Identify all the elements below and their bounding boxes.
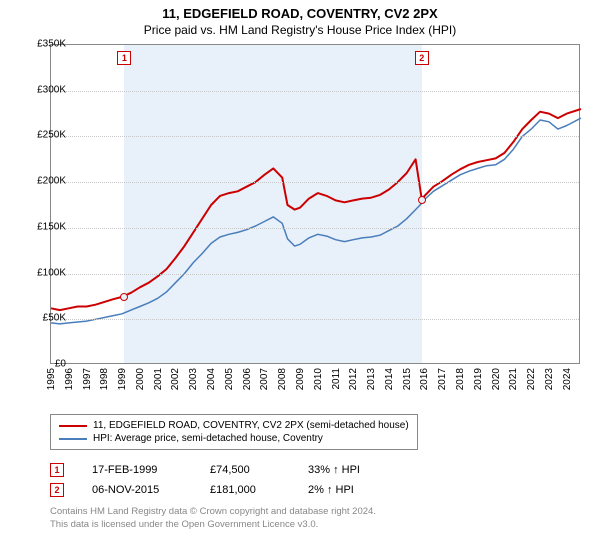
x-axis-label: 1998 — [99, 368, 110, 390]
gridline — [51, 274, 579, 275]
legend-item: HPI: Average price, semi-detached house,… — [59, 432, 409, 445]
gridline — [51, 319, 579, 320]
chart-title: 11, EDGEFIELD ROAD, COVENTRY, CV2 2PX — [0, 0, 600, 21]
x-axis-label: 2000 — [135, 368, 146, 390]
sale-marker-dot — [120, 293, 128, 301]
gridline — [51, 228, 579, 229]
x-axis-label: 2012 — [348, 368, 359, 390]
x-axis-label: 2007 — [259, 368, 270, 390]
legend-item: 11, EDGEFIELD ROAD, COVENTRY, CV2 2PX (s… — [59, 419, 409, 432]
sale-marker-box: 2 — [415, 51, 429, 65]
x-axis-label: 1995 — [46, 368, 57, 390]
x-axis-label: 2019 — [473, 368, 484, 390]
legend-swatch — [59, 425, 87, 427]
x-axis-label: 1997 — [82, 368, 93, 390]
legend: 11, EDGEFIELD ROAD, COVENTRY, CV2 2PX (s… — [50, 414, 418, 450]
sales-table: 1 17-FEB-1999 £74,500 33% ↑ HPI 2 06-NOV-2015… — [50, 460, 360, 500]
x-axis-label: 2017 — [437, 368, 448, 390]
sale-delta: 33% ↑ HPI — [308, 464, 360, 476]
x-axis-label: 2016 — [419, 368, 430, 390]
x-axis-label: 2018 — [455, 368, 466, 390]
gridline — [51, 136, 579, 137]
sale-delta: 2% ↑ HPI — [308, 484, 354, 496]
x-axis-label: 2011 — [331, 368, 342, 390]
x-axis-label: 2023 — [544, 368, 555, 390]
sale-marker-box: 2 — [50, 483, 64, 497]
x-axis-label: 1999 — [117, 368, 128, 390]
y-axis-label: £350K — [37, 39, 66, 50]
sale-date: 17-FEB-1999 — [92, 464, 182, 476]
legend-label: 11, EDGEFIELD ROAD, COVENTRY, CV2 2PX (s… — [93, 420, 409, 431]
y-axis-label: £300K — [37, 84, 66, 95]
y-axis-label: £200K — [37, 176, 66, 187]
series-line — [51, 109, 581, 310]
x-axis-label: 2003 — [188, 368, 199, 390]
sale-marker-box: 1 — [50, 463, 64, 477]
x-axis-label: 2009 — [295, 368, 306, 390]
chart-lines — [51, 45, 579, 363]
footer-attribution: Contains HM Land Registry data © Crown c… — [50, 506, 376, 532]
legend-swatch — [59, 438, 87, 440]
sale-marker-dot — [418, 196, 426, 204]
sale-row: 1 17-FEB-1999 £74,500 33% ↑ HPI — [50, 460, 360, 480]
plot-area: 12 — [50, 44, 580, 364]
legend-label: HPI: Average price, semi-detached house,… — [93, 433, 323, 444]
x-axis-label: 2015 — [402, 368, 413, 390]
x-axis-label: 2024 — [562, 368, 573, 390]
sale-price: £74,500 — [210, 464, 280, 476]
sale-price: £181,000 — [210, 484, 280, 496]
sale-row: 2 06-NOV-2015 £181,000 2% ↑ HPI — [50, 480, 360, 500]
x-axis-label: 2022 — [526, 368, 537, 390]
y-axis-label: £150K — [37, 221, 66, 232]
x-axis-label: 2020 — [491, 368, 502, 390]
footer-line: This data is licensed under the Open Gov… — [50, 519, 376, 532]
chart-subtitle: Price paid vs. HM Land Registry's House … — [0, 21, 600, 41]
gridline — [51, 182, 579, 183]
x-axis-label: 2004 — [206, 368, 217, 390]
footer-line: Contains HM Land Registry data © Crown c… — [50, 506, 376, 519]
x-axis-label: 2010 — [313, 368, 324, 390]
x-axis-label: 2006 — [242, 368, 253, 390]
y-axis-label: £250K — [37, 130, 66, 141]
y-axis-label: £100K — [37, 267, 66, 278]
y-axis-label: £50K — [43, 313, 66, 324]
x-axis-label: 2005 — [224, 368, 235, 390]
x-axis-label: 2008 — [277, 368, 288, 390]
x-axis-label: 2001 — [153, 368, 164, 390]
x-axis-label: 2002 — [170, 368, 181, 390]
sale-marker-box: 1 — [117, 51, 131, 65]
gridline — [51, 91, 579, 92]
x-axis-label: 1996 — [64, 368, 75, 390]
x-axis-label: 2013 — [366, 368, 377, 390]
chart-area: 12 £0£50K£100K£150K£200K£250K£300K£350K1… — [0, 44, 600, 404]
sale-date: 06-NOV-2015 — [92, 484, 182, 496]
x-axis-label: 2021 — [508, 368, 519, 390]
x-axis-label: 2014 — [384, 368, 395, 390]
